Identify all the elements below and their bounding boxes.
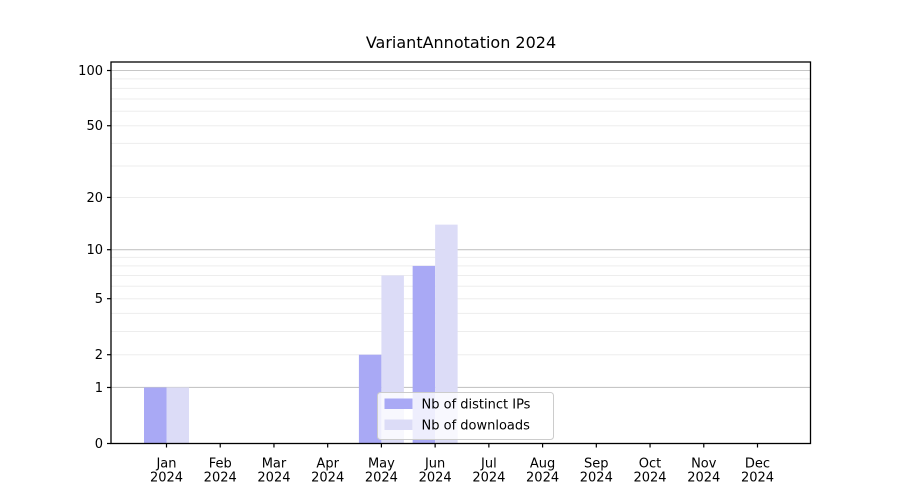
x-tick-label-month: Dec	[745, 457, 770, 472]
y-tick-label: 10	[86, 243, 103, 258]
legend-box	[377, 392, 554, 440]
bar-ips	[358, 354, 382, 444]
y-tick-label: 100	[78, 64, 103, 79]
y-tick-label: 1	[95, 381, 103, 396]
x-tick-label-month: Oct	[639, 457, 661, 472]
x-tick-label-year: 2024	[150, 471, 183, 486]
x-tick-label-month: Jan	[155, 457, 176, 472]
x-tick-label-month: Mar	[262, 457, 287, 472]
x-tick-label-year: 2024	[687, 471, 720, 486]
x-tick-label-year: 2024	[365, 471, 398, 486]
x-tick-label-month: Nov	[691, 457, 717, 472]
x-tick-label-month: Feb	[209, 457, 232, 472]
x-tick-label-year: 2024	[311, 471, 344, 486]
y-tick-label: 50	[86, 119, 103, 134]
x-tick-label-month: Aug	[530, 457, 555, 472]
legend-swatch	[384, 419, 413, 430]
x-tick-label-month: Sep	[584, 457, 609, 472]
bar-downloads	[435, 224, 458, 444]
x-tick-label-year: 2024	[257, 471, 290, 486]
plot-frame	[110, 61, 812, 445]
x-tick-label-year: 2024	[526, 471, 559, 486]
legend-swatch	[384, 398, 413, 409]
bar-ips	[144, 387, 167, 444]
x-tick-label-year: 2024	[204, 471, 237, 486]
x-tick-label-year: 2024	[580, 471, 613, 486]
y-tick-label: 2	[95, 348, 103, 363]
x-tick-label-month: Jul	[480, 457, 497, 472]
y-tick-label: 20	[86, 191, 103, 206]
chart-title: VariantAnnotation 2024	[365, 33, 557, 52]
x-tick-label-year: 2024	[472, 471, 505, 486]
bar-downloads	[166, 387, 189, 444]
x-tick-label-year: 2024	[419, 471, 452, 486]
legend-label: Nb of downloads	[422, 419, 531, 434]
x-tick-label-year: 2024	[633, 471, 666, 486]
x-tick-label-year: 2024	[741, 471, 774, 486]
legend-label: Nb of distinct IPs	[422, 398, 531, 413]
y-tick-label: 5	[95, 292, 103, 307]
x-tick-label-month: May	[368, 457, 395, 472]
x-tick-label-month: Jun	[424, 457, 445, 472]
y-tick-label: 0	[95, 437, 103, 452]
x-tick-label-month: Apr	[316, 457, 339, 472]
